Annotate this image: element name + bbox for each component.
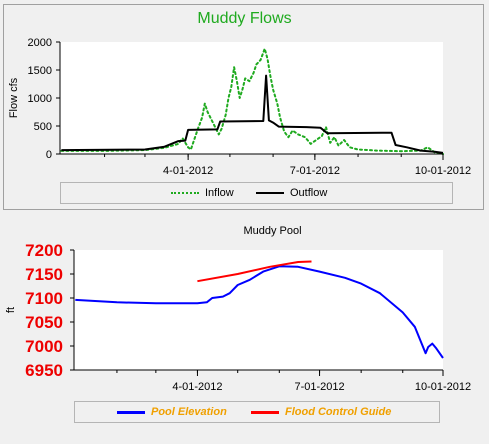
pool-x-tick-label: 10-01-2012 bbox=[415, 381, 471, 393]
inflow-swatch bbox=[171, 192, 199, 194]
pool-y-tick-label: 7150 bbox=[25, 265, 63, 284]
flows-y-tick-label: 0 bbox=[46, 149, 52, 161]
pool-y-tick-label: 7050 bbox=[25, 313, 63, 332]
legend-item-flood-control-guide: Flood Control Guide bbox=[251, 406, 391, 418]
plot-area bbox=[60, 42, 443, 154]
plot-area bbox=[74, 250, 443, 370]
legend-item-inflow: Inflow bbox=[171, 187, 234, 199]
flows-series-inflow bbox=[60, 47, 444, 155]
pool-series-pool-elevation bbox=[75, 265, 444, 359]
flows-y-axis-title: Flow cfs bbox=[8, 77, 20, 118]
flows-y-tick-label: 1000 bbox=[28, 93, 52, 105]
flows-y-tick-label: 500 bbox=[34, 121, 52, 133]
outflow-swatch bbox=[256, 192, 284, 194]
pool-legend: Pool Elevation Flood Control Guide bbox=[74, 401, 440, 423]
legend-item-pool-elevation: Pool Elevation bbox=[117, 406, 227, 418]
flows-x-tick-label: 7-01-2012 bbox=[290, 165, 340, 177]
pool-x-tick-label: 7-01-2012 bbox=[294, 381, 344, 393]
pool-elevation-swatch bbox=[117, 410, 145, 414]
flows-chart-title: Muddy Flows bbox=[197, 10, 292, 27]
pool-y-tick-label: 7100 bbox=[25, 289, 63, 308]
pool-y-tick-label: 7000 bbox=[25, 337, 63, 356]
legend-label-outflow: Outflow bbox=[290, 187, 328, 199]
flows-y-tick-label: 1500 bbox=[28, 65, 52, 77]
flows-x-tick-label: 4-01-2012 bbox=[163, 165, 213, 177]
flood-control-guide-swatch bbox=[251, 410, 279, 414]
flows-series-outflow bbox=[61, 74, 444, 154]
pool-chart-title: Muddy Pool bbox=[243, 225, 302, 237]
legend-label-inflow: Inflow bbox=[205, 187, 234, 199]
pool-x-tick-label: 4-01-2012 bbox=[172, 381, 222, 393]
pool-y-axis-title: ft bbox=[5, 307, 17, 313]
flows-x-tick-label: 10-01-2012 bbox=[415, 165, 471, 177]
legend-label-flood-control-guide: Flood Control Guide bbox=[285, 406, 392, 418]
pool-y-tick-label: 7200 bbox=[25, 241, 63, 260]
flows-chart: 0 500 1000 1500 2000 4-01-2012 7-01-2012 10-01-… bbox=[8, 37, 471, 177]
pool-y-tick-label: 6950 bbox=[25, 361, 63, 380]
flows-y-tick-label: 2000 bbox=[28, 37, 52, 49]
pool-series-flood-control-guide bbox=[197, 260, 312, 283]
legend-label-pool-elevation: Pool Elevation bbox=[151, 406, 227, 418]
flows-legend: Inflow Outflow bbox=[60, 182, 453, 204]
legend-item-outflow: Outflow bbox=[256, 187, 327, 199]
